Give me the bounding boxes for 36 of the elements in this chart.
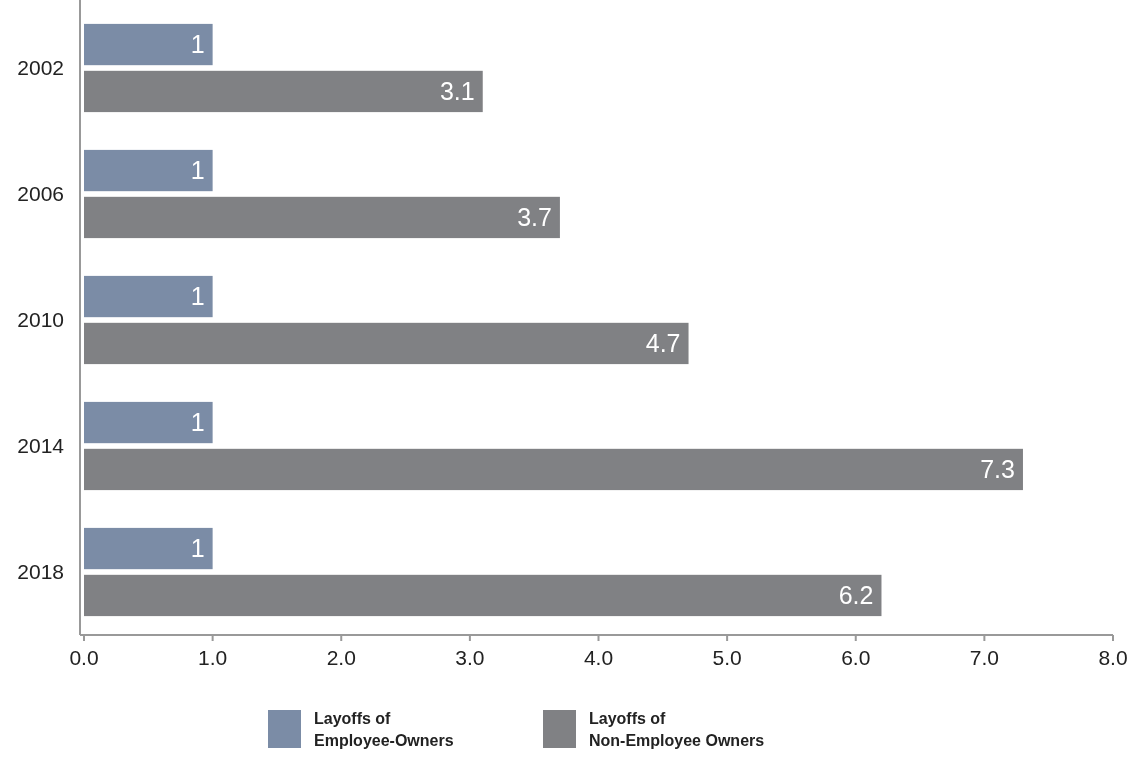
- x-tick-label: 6.0: [841, 646, 871, 669]
- data-label: 1: [190, 534, 205, 563]
- bar: [84, 70, 483, 113]
- x-tick-label: 7.0: [969, 646, 999, 669]
- data-label: 7.3: [980, 455, 1015, 484]
- legend-label: Layoffs of Non-Employee Owners: [589, 709, 765, 749]
- bar: [84, 149, 213, 192]
- x-tick-label: 2.0: [326, 646, 356, 669]
- data-label: 1: [190, 30, 205, 59]
- bar: [84, 401, 213, 444]
- x-tick-label: 1.0: [198, 646, 228, 669]
- y-tick-label: 2006: [17, 182, 64, 206]
- x-tick-label: 3.0: [455, 646, 485, 669]
- x-tick-label: 0.0: [69, 646, 99, 669]
- data-label: 6.2: [838, 581, 874, 610]
- bar: [84, 527, 213, 570]
- bar: [84, 322, 689, 365]
- data-label: 3.7: [517, 203, 552, 232]
- y-tick-label: 2002: [17, 56, 64, 80]
- bar: [84, 23, 213, 66]
- bar: [84, 196, 560, 239]
- data-label: 1: [190, 156, 205, 185]
- bar: [84, 448, 1023, 491]
- x-tick-label: 4.0: [583, 646, 614, 669]
- data-label: 1: [190, 282, 205, 311]
- data-label: 1: [190, 408, 205, 437]
- y-tick-label: 2014: [17, 434, 65, 458]
- x-tick-label: 8.0: [1098, 646, 1128, 669]
- bar: [84, 275, 213, 318]
- bar: [84, 574, 882, 617]
- y-tick-label: 2010: [17, 308, 64, 332]
- x-tick-label: 5.0: [712, 646, 742, 669]
- y-tick-label: 2018: [17, 560, 64, 584]
- data-label: 4.7: [645, 329, 681, 358]
- legend-label: Layoffs of Employee-Owners: [314, 709, 454, 749]
- data-label: 3.1: [439, 77, 475, 106]
